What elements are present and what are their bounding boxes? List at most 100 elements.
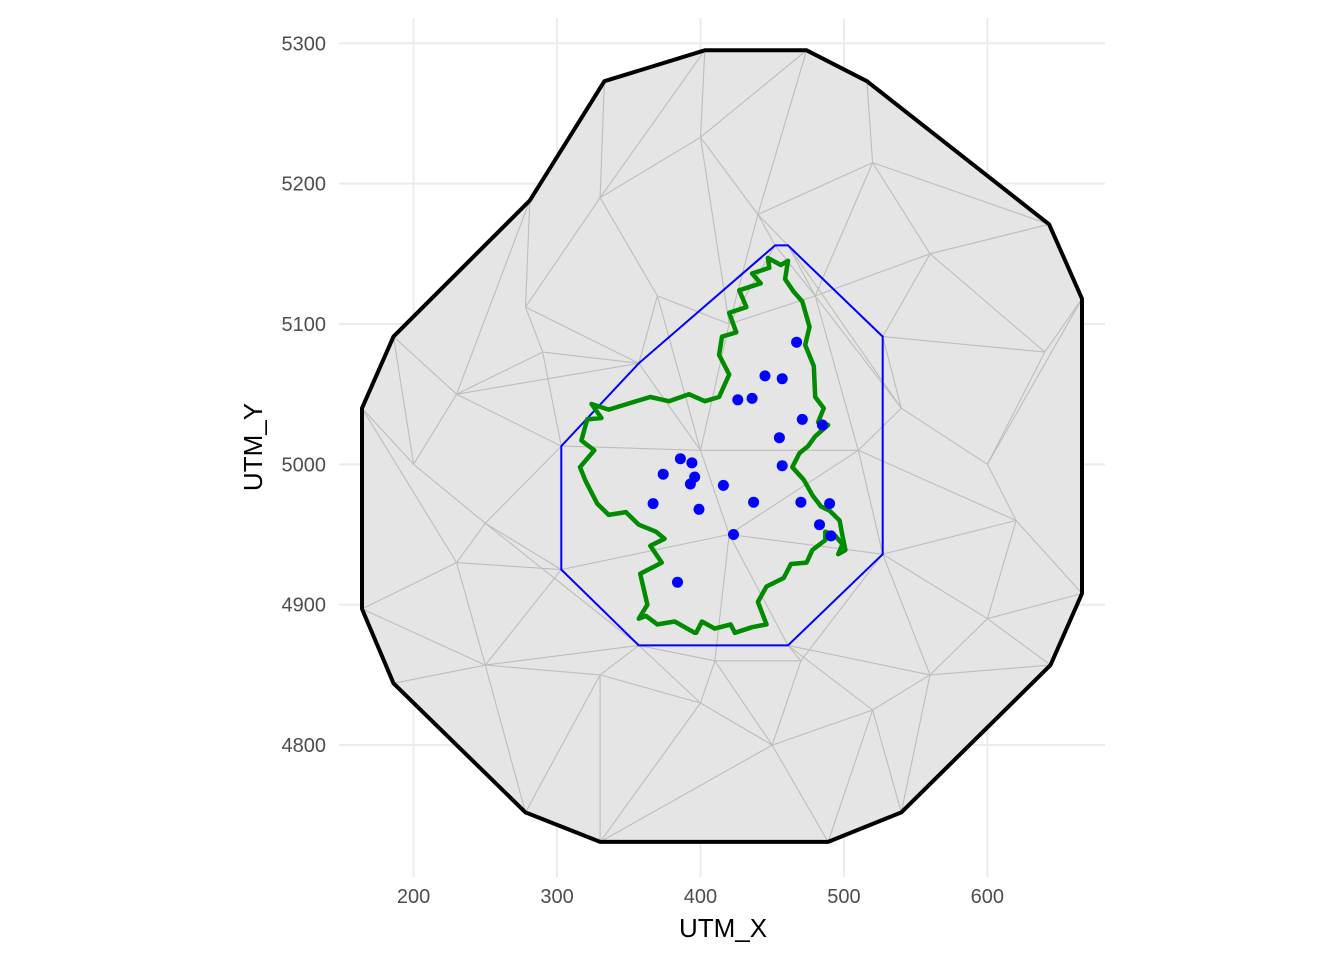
- mesh-edge: [929, 618, 988, 676]
- mesh-edge: [525, 197, 601, 308]
- x-axis: 200 300 400 500 600: [397, 886, 1004, 908]
- mesh-edge: [393, 664, 486, 684]
- data-point: [776, 460, 788, 472]
- mesh-edge: [699, 137, 730, 325]
- y-axis-title: UTM_Y: [238, 403, 268, 491]
- x-tick-label: 600: [971, 886, 1004, 908]
- y-tick-label: 5300: [282, 33, 327, 55]
- y-tick-label: 5200: [282, 174, 327, 196]
- mesh-edge: [872, 162, 1050, 225]
- mesh-edge: [814, 295, 902, 409]
- mesh-edge: [986, 520, 1017, 619]
- mesh-edge: [638, 362, 701, 451]
- data-point: [746, 392, 758, 404]
- mesh-edge: [456, 393, 562, 447]
- mesh-edge: [699, 323, 730, 451]
- mesh-edge: [484, 664, 527, 813]
- mesh-edge: [814, 162, 874, 297]
- mesh-edge: [484, 445, 562, 524]
- mesh-edge: [728, 449, 859, 535]
- mesh-edge: [787, 644, 931, 676]
- region-border: [577, 255, 848, 636]
- data-point: [674, 453, 686, 465]
- mesh-edge: [484, 522, 640, 646]
- mesh-edge: [485, 664, 601, 676]
- mesh-edge: [827, 709, 874, 843]
- mesh-edge: [413, 463, 486, 524]
- mesh-edge: [771, 660, 802, 746]
- boundaries: [360, 48, 1084, 844]
- mesh-edge: [599, 197, 658, 297]
- mesh-edge: [638, 295, 658, 364]
- mesh-edge: [787, 645, 802, 662]
- y-axis: 4800 4900 5000 5100 5200 5300: [282, 33, 327, 757]
- mesh-edge: [657, 295, 730, 325]
- data-point: [824, 498, 836, 510]
- data-point: [773, 432, 785, 444]
- y-tick-label: 4800: [282, 735, 327, 757]
- mesh-fill: [362, 50, 1082, 842]
- y-tick-label: 5100: [282, 314, 327, 336]
- data-point: [732, 394, 744, 406]
- data-point: [816, 419, 828, 431]
- mesh-edge: [857, 450, 884, 555]
- mesh-edge: [1044, 298, 1083, 353]
- mesh-edge: [542, 351, 639, 364]
- mesh-edge: [361, 608, 486, 666]
- mesh-edge: [599, 49, 706, 199]
- data-point: [647, 498, 659, 510]
- data-point: [657, 468, 669, 480]
- mesh-edge: [728, 534, 789, 646]
- data-point: [825, 530, 837, 542]
- mesh-edge: [872, 674, 931, 711]
- mesh-edge: [599, 644, 640, 676]
- mesh-edge: [986, 464, 1017, 521]
- mesh-edge: [929, 253, 1046, 353]
- mesh-edge: [987, 618, 1051, 666]
- mesh-edge: [929, 223, 1050, 255]
- mesh-edge: [787, 245, 816, 297]
- mesh-edge: [393, 336, 457, 395]
- mesh-edge: [986, 351, 1046, 465]
- data-point: [795, 496, 807, 508]
- mesh-edge: [699, 450, 730, 535]
- mesh-edge: [524, 306, 544, 353]
- mesh-edge: [484, 569, 562, 666]
- data-point: [672, 576, 683, 588]
- mesh-edge: [882, 336, 902, 409]
- mesh-edge: [757, 162, 873, 216]
- x-tick-label: 400: [684, 886, 717, 908]
- mesh-edge: [599, 744, 773, 843]
- mesh-edge: [699, 50, 706, 138]
- mesh-edge: [872, 162, 931, 255]
- mesh-edge: [757, 214, 789, 246]
- x-tick-label: 500: [827, 886, 860, 908]
- mesh-edge: [638, 644, 715, 662]
- mesh-edge: [774, 245, 816, 297]
- mesh-edge: [542, 351, 562, 447]
- mesh: [361, 49, 1083, 843]
- mesh-edge: [456, 522, 486, 563]
- mesh-edge: [456, 200, 531, 395]
- mesh-edge: [882, 553, 931, 676]
- data-point: [814, 519, 825, 531]
- data-point: [796, 413, 808, 425]
- x-tick-label: 200: [397, 886, 430, 908]
- data-point: [717, 479, 729, 491]
- mesh-edge: [900, 674, 931, 813]
- mesh-edge: [561, 533, 730, 571]
- data-point: [728, 529, 739, 540]
- mesh-edge: [525, 674, 601, 813]
- mesh-edge: [882, 553, 988, 620]
- data-point: [759, 370, 771, 382]
- inner-boundary: [560, 244, 884, 647]
- mesh-edge: [699, 660, 716, 704]
- mesh-edge: [485, 522, 562, 571]
- mesh-edge: [986, 298, 1083, 465]
- mesh-edge: [787, 644, 873, 711]
- mesh-edge: [700, 702, 773, 746]
- mesh-edge: [866, 81, 874, 163]
- mesh-edge: [599, 702, 701, 843]
- data-point: [791, 336, 803, 348]
